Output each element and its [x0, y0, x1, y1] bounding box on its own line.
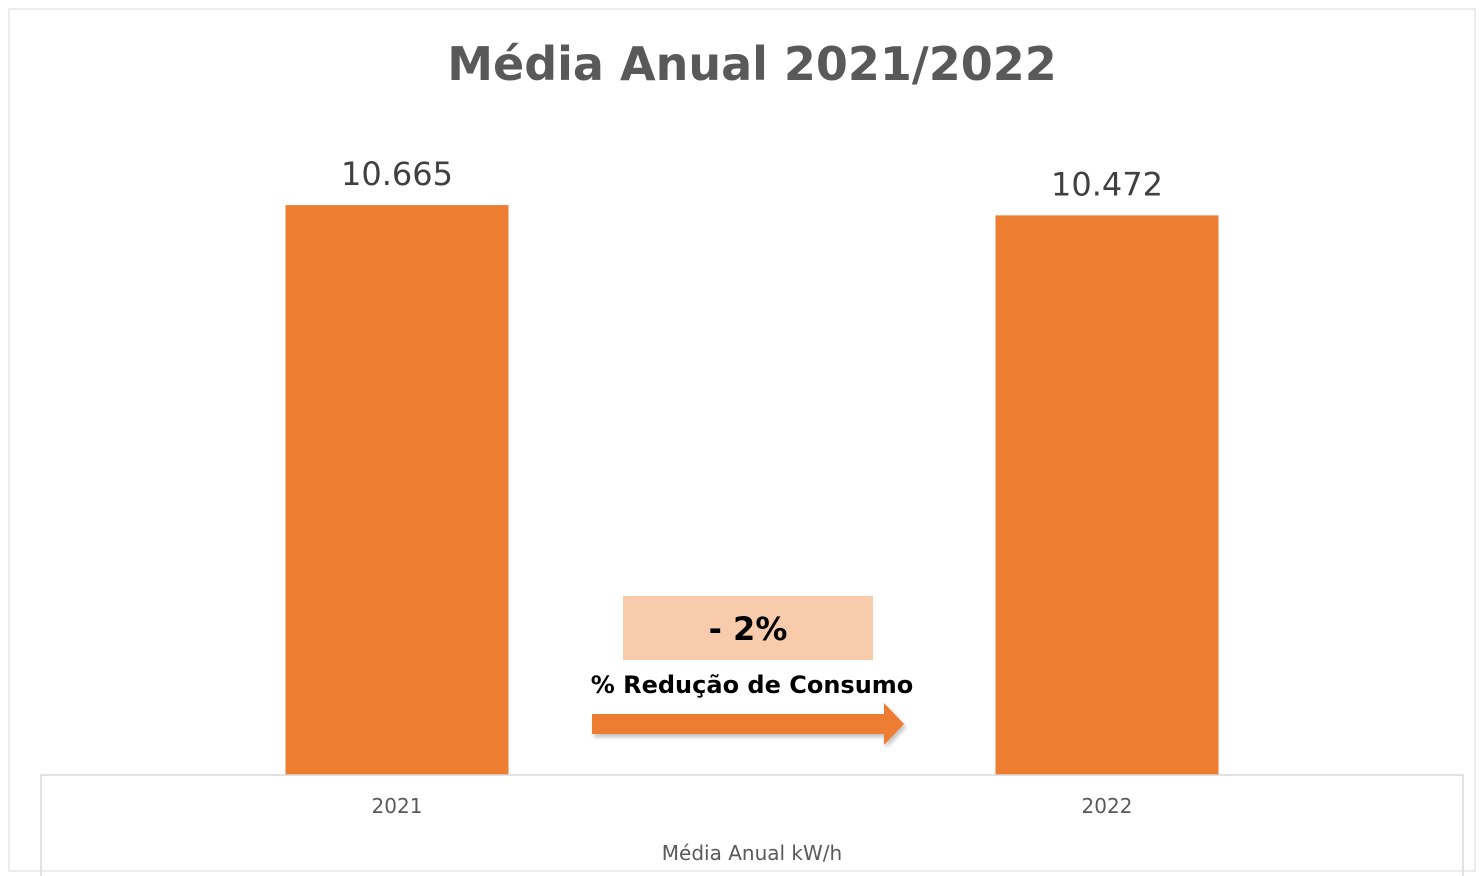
- category-labels: 2021 2022: [372, 794, 1133, 818]
- x-axis-title: Média Anual kW/h: [662, 841, 842, 865]
- bar-2021: [285, 205, 509, 776]
- reduction-annotation: - 2% % Redução de Consumo: [591, 596, 914, 745]
- chart-title: Média Anual 2021/2022: [447, 37, 1057, 91]
- value-label-2021: 10.665: [341, 155, 453, 193]
- category-axis-table: [40, 774, 1464, 876]
- bar-2022: [995, 215, 1219, 776]
- category-label-2022: 2022: [1082, 794, 1133, 818]
- reduction-caption: % Redução de Consumo: [591, 671, 914, 699]
- chart-area-border: [8, 8, 1476, 872]
- right-arrow-icon: [592, 703, 904, 745]
- reduction-badge: [623, 596, 873, 660]
- bars-group: 10.665 10.472: [285, 155, 1219, 776]
- category-label-2021: 2021: [372, 794, 423, 818]
- value-label-2022: 10.472: [1051, 165, 1163, 203]
- reduction-badge-value: - 2%: [709, 610, 788, 648]
